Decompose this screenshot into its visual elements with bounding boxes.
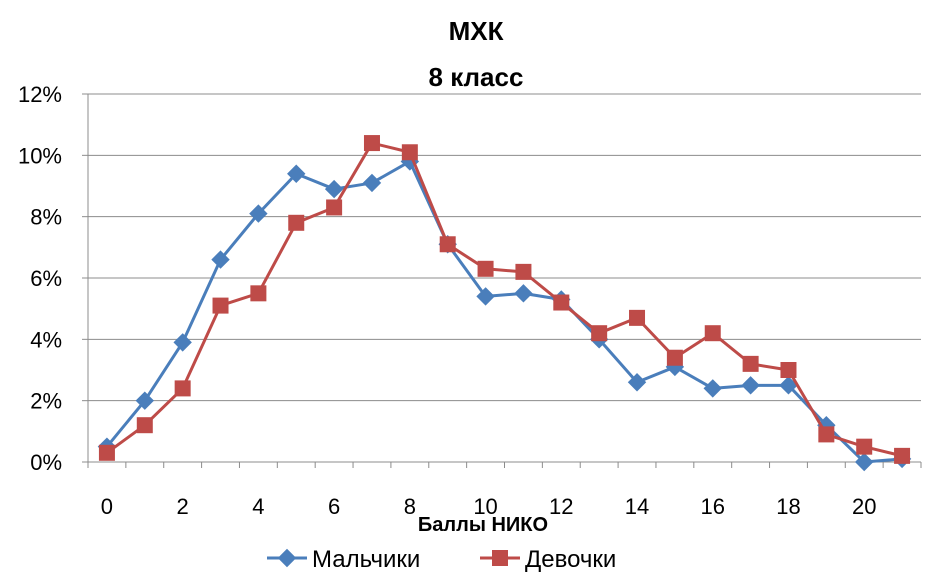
legend-marker <box>277 548 297 568</box>
legend-item: Мальчики <box>267 546 420 573</box>
legend-label: Мальчики <box>312 546 420 573</box>
y-tick-label: 10% <box>18 143 62 168</box>
x-tick-label: 10 <box>473 494 497 519</box>
data-point <box>894 447 911 464</box>
x-tick-labels: 0 2 4 6 8 10 12 14 16 18 20 <box>101 494 877 519</box>
data-point <box>703 379 722 398</box>
data-point <box>173 333 192 352</box>
data-point <box>174 380 191 397</box>
data-point <box>591 325 608 342</box>
series-line <box>105 159 903 464</box>
data-point <box>515 263 532 280</box>
data-point <box>326 199 343 216</box>
x-tick-label: 18 <box>776 494 800 519</box>
data-point <box>250 285 267 302</box>
data-point <box>212 297 229 314</box>
data-point <box>818 426 835 443</box>
data-point <box>287 164 306 183</box>
data-point <box>477 260 494 277</box>
axes <box>82 93 922 468</box>
data-point <box>401 144 418 161</box>
data-point <box>666 349 683 366</box>
series-line <box>106 141 903 458</box>
data-point <box>439 236 456 253</box>
x-tick-label: 12 <box>549 494 573 519</box>
data-point <box>629 309 646 326</box>
data-point <box>211 250 230 269</box>
chart-title: МХК <box>449 16 504 46</box>
x-axis-title: Баллы НИКО <box>418 514 548 536</box>
data-point <box>249 204 268 223</box>
y-tick-label: 6% <box>30 266 62 291</box>
data-point <box>514 284 533 303</box>
y-tick-label: 12% <box>18 82 62 107</box>
series-2 <box>98 135 911 464</box>
x-tick-label: 6 <box>328 494 340 519</box>
data-point <box>135 391 155 410</box>
y-tick-label: 0% <box>30 450 62 475</box>
data-point <box>704 325 721 342</box>
data-point <box>98 444 115 461</box>
x-tick-label: 0 <box>101 494 113 519</box>
x-tick-label: 20 <box>852 494 876 519</box>
legend-label: Девочки <box>525 546 616 573</box>
x-tick-label: 8 <box>404 494 416 519</box>
x-tick-label: 4 <box>252 494 264 519</box>
data-point <box>553 294 570 311</box>
data-point <box>742 355 759 372</box>
y-tick-label: 4% <box>30 327 62 352</box>
data-point <box>363 135 380 152</box>
data-point <box>854 452 874 472</box>
data-point <box>324 179 344 199</box>
x-tick-label: 14 <box>625 494 649 519</box>
y-tick-label: 2% <box>30 389 62 414</box>
data-point <box>136 417 153 434</box>
y-tick-labels: 0% 2% 4% 6% 8% 10% 12% <box>18 82 62 475</box>
x-tick-label: 2 <box>177 494 189 519</box>
legend-marker <box>492 550 508 566</box>
data-point <box>362 173 382 193</box>
series-layer <box>97 135 912 472</box>
x-tick-label: 16 <box>701 494 725 519</box>
legend: Мальчики Девочки <box>267 546 616 573</box>
data-point <box>780 362 797 378</box>
data-point <box>288 214 305 231</box>
data-point <box>741 376 760 395</box>
data-point <box>856 438 873 455</box>
chart-subtitle: 8 класс <box>429 62 524 92</box>
data-point <box>627 373 647 392</box>
gridlines <box>88 93 921 402</box>
y-tick-label: 8% <box>30 205 62 230</box>
legend-item: Девочки <box>480 546 616 573</box>
data-point <box>476 287 495 306</box>
